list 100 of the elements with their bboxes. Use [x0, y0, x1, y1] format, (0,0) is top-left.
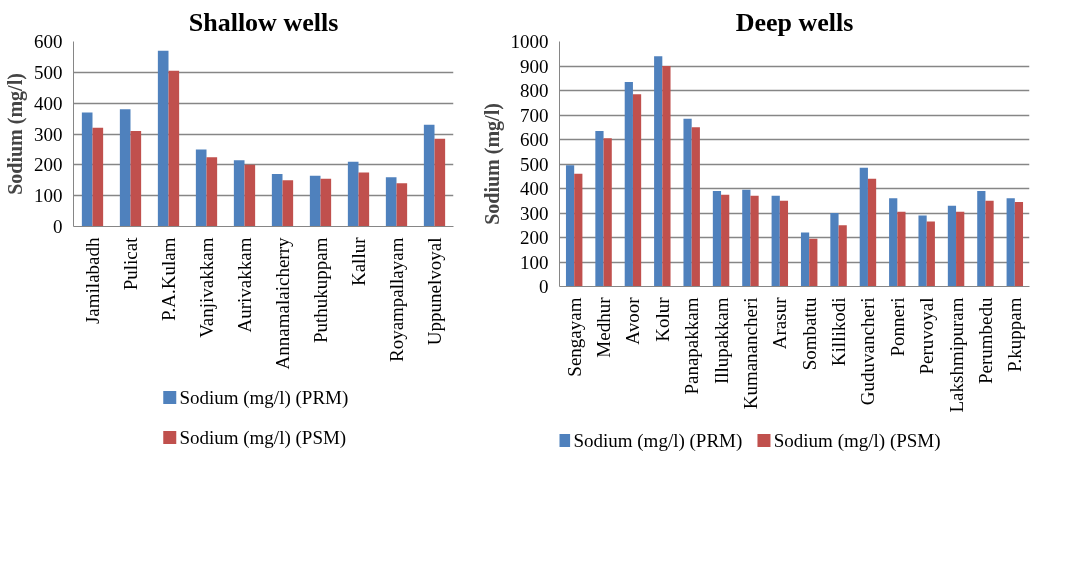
bar — [244, 164, 256, 227]
bar — [742, 189, 751, 287]
bar — [1006, 198, 1015, 287]
chart-title: Shallow wells — [188, 7, 339, 37]
bar — [92, 127, 104, 227]
y-tick-label: 600 — [520, 129, 549, 150]
bar — [654, 56, 663, 287]
bar — [977, 190, 986, 287]
x-tick-label: Sengayam — [563, 297, 585, 377]
bar — [683, 118, 692, 287]
bar — [771, 195, 780, 287]
y-tick-label: 100 — [34, 185, 63, 207]
y-tick-label: 900 — [520, 55, 549, 77]
bar — [918, 215, 927, 287]
bar — [396, 183, 408, 227]
legend-label: Sodium (mg/l) (PSM) — [773, 430, 941, 452]
x-tick-label: Kumanancheri — [739, 297, 761, 410]
x-tick-label: Puthukuppam — [310, 237, 331, 344]
y-tick-label: 400 — [520, 178, 549, 199]
x-tick-label: Avoor — [622, 296, 644, 345]
bar — [662, 66, 671, 287]
x-tick-label: Arasur — [769, 296, 791, 350]
y-tick-label: 100 — [520, 251, 549, 273]
y-tick-label: 200 — [34, 154, 63, 176]
bar — [130, 130, 142, 227]
bar — [956, 211, 965, 287]
bar — [947, 205, 957, 287]
y-tick-label: 700 — [520, 104, 549, 126]
y-axis-title: Sodium (mg/l) — [480, 103, 504, 225]
bar — [750, 195, 759, 287]
x-tick-label: Ponneri — [886, 297, 908, 357]
bar — [867, 178, 877, 287]
y-tick-label: 0 — [539, 276, 549, 297]
x-tick-label: Illupakkam — [710, 297, 732, 385]
bar — [206, 157, 218, 227]
bar — [385, 177, 397, 227]
bar — [347, 161, 359, 227]
bar — [889, 198, 898, 287]
x-tick-label: Pulicat — [120, 236, 141, 291]
x-tick-label: Annamalaicherry — [272, 237, 293, 370]
bar — [624, 81, 633, 287]
y-tick-label: 800 — [520, 80, 549, 101]
x-tick-label: P.A.Kulam — [158, 237, 179, 321]
y-tick-label: 200 — [520, 227, 549, 248]
y-tick-label: 300 — [34, 123, 63, 145]
y-tick-label: 400 — [34, 92, 63, 114]
bar — [712, 190, 722, 287]
bar — [233, 160, 245, 227]
y-tick-label: 0 — [53, 216, 63, 237]
y-axis-title: Sodium (mg/l) — [4, 73, 27, 195]
chart-title: Deep wells — [735, 7, 854, 37]
bar — [320, 178, 332, 227]
x-tick-label: Aurivakkam — [234, 237, 255, 333]
bar — [1014, 201, 1024, 287]
bar — [168, 70, 180, 227]
bar — [565, 165, 575, 287]
bar — [779, 200, 789, 287]
x-tick-label: Kallur — [348, 236, 369, 287]
bar — [838, 225, 847, 287]
bar — [603, 138, 612, 287]
bar — [691, 127, 700, 287]
bar — [830, 213, 839, 287]
y-tick-label: 500 — [520, 153, 549, 175]
x-tick-label: Royampallayam — [386, 237, 407, 363]
x-tick-label: Vanjivakkam — [196, 237, 217, 338]
x-tick-label: Peruvoyal — [916, 297, 938, 375]
x-tick-label: Medhur — [593, 296, 615, 358]
bar — [926, 221, 935, 287]
bar — [721, 194, 730, 287]
bar — [434, 138, 446, 227]
bar — [282, 180, 294, 227]
x-tick-label: Uppunelvoyal — [424, 237, 445, 346]
bar — [632, 94, 642, 287]
x-tick-label: Killikodi — [828, 297, 850, 367]
y-tick-label: 1000 — [510, 31, 549, 52]
y-tick-label: 500 — [34, 61, 63, 83]
legend-label: Sodium (mg/l) (PRM) — [179, 387, 349, 409]
bar — [859, 167, 868, 287]
bar — [195, 149, 207, 227]
x-tick-label: Sombattu — [798, 297, 820, 371]
x-tick-label: Jamilabadh — [82, 237, 103, 325]
bar — [800, 232, 810, 287]
y-tick-label: 600 — [34, 31, 63, 52]
y-tick-label: 300 — [520, 202, 549, 224]
bar — [157, 50, 169, 227]
bar — [897, 211, 906, 287]
bar — [423, 124, 435, 227]
bar — [119, 109, 131, 227]
x-tick-label: P.kuppam — [1004, 297, 1026, 372]
bar — [595, 130, 604, 287]
x-tick-label: Panapakkam — [681, 297, 703, 395]
legend-label: Sodium (mg/l) (PSM) — [179, 427, 347, 449]
x-tick-label: Perumbedu — [974, 297, 996, 385]
x-tick-label: Lakshmipuram — [945, 297, 967, 413]
x-tick-label: Guduvancheri — [857, 297, 879, 406]
x-tick-label: Kolur — [651, 296, 673, 342]
legend-label: Sodium (mg/l) (PRM) — [573, 430, 743, 452]
bar — [574, 173, 583, 287]
bar — [809, 238, 818, 287]
bar — [81, 112, 93, 227]
